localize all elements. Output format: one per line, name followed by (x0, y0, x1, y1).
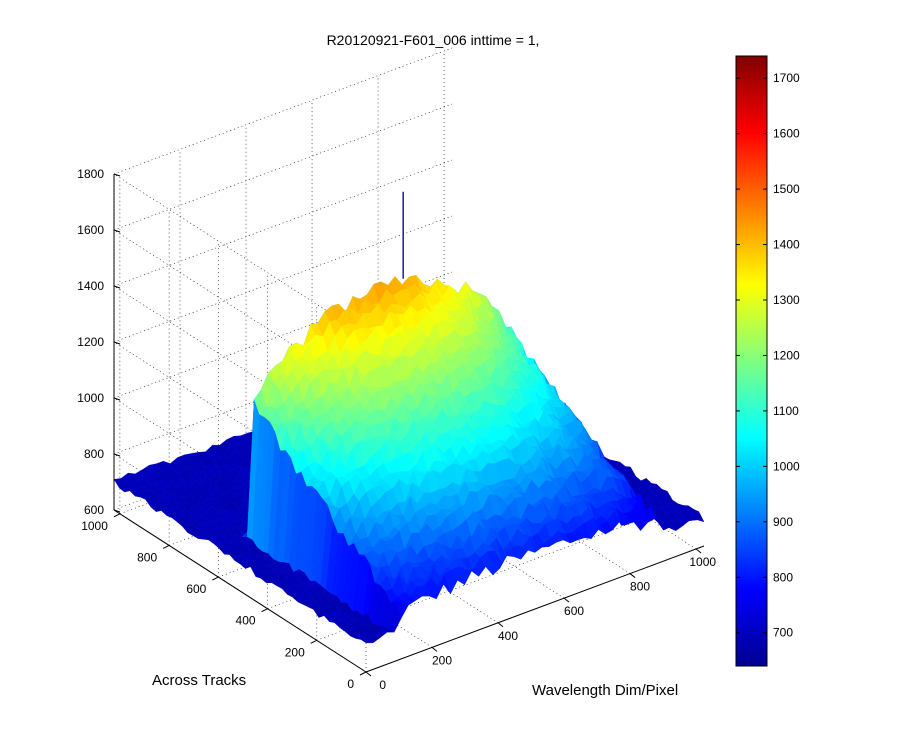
z-tick-mark (113, 229, 121, 233)
y-tick-label: 1000 (81, 519, 108, 533)
y-tick-label: 0 (347, 677, 354, 691)
y-tick-label: 400 (236, 614, 256, 628)
z-tick-label: 800 (84, 447, 104, 461)
grid-line (113, 47, 453, 175)
y-tick-mark (162, 544, 170, 549)
y-tick-label: 600 (186, 582, 206, 596)
x-tick-label: 600 (564, 604, 584, 618)
z-tick-mark (113, 397, 121, 401)
x-tick-mark (695, 548, 702, 554)
y-tick-mark (261, 608, 268, 613)
x-tick-mark (431, 647, 438, 652)
z-tick-mark (113, 285, 121, 289)
surface-cell (691, 511, 705, 523)
colorbar-tick-label: 700 (773, 626, 793, 640)
surface-mesh (113, 191, 705, 644)
y-axis-label: Across Tracks (152, 672, 246, 689)
colorbar-tick-label: 1000 (773, 459, 800, 473)
y-tick-mark (310, 639, 318, 644)
grid-line (113, 159, 453, 287)
x-axis-ticks: 0 200 400 600 800 1000 (365, 548, 716, 692)
colorbar-tick-label: 800 (773, 570, 793, 584)
colorbar-tick-label: 1400 (773, 238, 800, 252)
z-tick-mark (113, 509, 121, 513)
grid-line (113, 215, 453, 343)
colorbar-tick-label: 1700 (773, 71, 800, 85)
z-tick-label: 1600 (77, 223, 104, 237)
colorbar-tick-label: 1100 (773, 404, 799, 418)
z-tick-label: 1400 (77, 279, 104, 293)
z-tick-mark (113, 173, 121, 177)
chart-title: R20120921-F601_006 inttime = 1, (327, 32, 540, 48)
colorbar-tick-label: 1600 (773, 127, 800, 141)
z-tick-mark (113, 341, 121, 345)
x-tick-label: 400 (498, 629, 518, 643)
colorbar-tick-label: 900 (773, 515, 793, 529)
x-tick-label: 800 (630, 580, 650, 594)
colorbar-tick-label: 1500 (773, 182, 800, 196)
y-tick-mark (359, 671, 367, 676)
colorbar-gradient (735, 55, 768, 667)
z-tick-label: 1800 (77, 167, 104, 181)
axis-line (365, 545, 705, 673)
x-tick-mark (629, 573, 636, 578)
z-axis-ticks: 600 800 1000 1200 1400 1600 1800 (77, 167, 121, 517)
z-tick-label: 1200 (77, 335, 104, 349)
x-tick-mark (563, 597, 570, 603)
colorbar-tick-label: 1200 (773, 348, 800, 362)
x-axis-label: Wavelength Dim/Pixel (532, 682, 678, 699)
x-tick-label: 0 (379, 678, 386, 692)
z-tick-label: 1000 (77, 391, 104, 405)
colorbar-tick-label: 1300 (773, 293, 800, 307)
colorbar: 700 800 900 1000 1100 1200 1300 1400 1500 1600 170… (735, 55, 800, 667)
y-tick-label: 200 (285, 645, 305, 659)
z-tick-mark (113, 453, 121, 457)
y-tick-mark (212, 576, 219, 581)
x-tick-label: 200 (432, 653, 452, 667)
y-axis-ticks: 0 200 400 600 800 1000 (81, 513, 367, 691)
x-tick-mark (365, 671, 372, 677)
y-tick-mark (113, 513, 121, 518)
x-tick-label: 1000 (689, 555, 716, 569)
grid-line (113, 103, 453, 231)
z-tick-label: 600 (84, 503, 104, 517)
colorbar-ticks: 700 800 900 1000 1100 1200 1300 1400 1500 1600 170… (736, 71, 800, 640)
axis-line (113, 509, 367, 673)
x-tick-mark (497, 622, 504, 628)
y-tick-label: 800 (137, 550, 157, 564)
